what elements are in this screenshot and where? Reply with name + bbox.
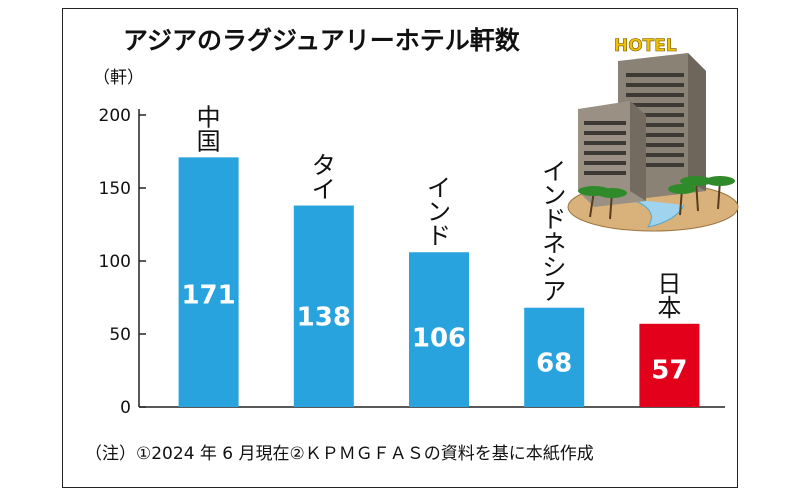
bar-value-label: 171 [181,281,235,311]
bar-value-label: 68 [536,348,572,378]
bars: 171 中国 138 タイ 106 インド 68 インドネシア 57 日本 [178,103,700,407]
bar-value-label: 57 [651,356,687,386]
y-tick-label: 200 [99,106,131,126]
y-ticks: 0 50 100 150 200 [99,106,146,418]
category-label: 日本 [657,270,681,322]
footnote: （注）①2024 年 6 月現在②ＫＰＭＧＦＡＳの資料を基に本紙作成 [85,444,594,464]
chart-frame: アジアのラグジュアリーホテル軒数 （軒） 0 50 100 150 200 171 中国 1… [62,8,739,488]
hotel-sign-text: HOTEL [614,36,677,56]
category-label: タイ [312,152,336,204]
chart-title: アジアのラグジュアリーホテル軒数 [123,26,521,55]
bar-value-label: 106 [412,323,466,353]
y-tick-label: 150 [99,179,131,199]
category-label: インド [427,174,451,250]
bar-0 [178,157,239,407]
bar-value-label: 138 [297,302,351,332]
y-axis-unit-label: （軒） [93,68,144,88]
bar-1 [293,205,354,407]
bar-4 [639,323,700,407]
category-label: 中国 [197,103,221,155]
y-tick-label: 50 [109,325,131,345]
category-label: インドネシア [542,158,566,306]
hotel-buildings-icon: HOTEL [567,36,739,232]
bar-3 [524,307,585,407]
y-tick-label: 100 [99,252,131,272]
bar-2 [409,252,469,407]
y-tick-label: 0 [120,398,131,418]
